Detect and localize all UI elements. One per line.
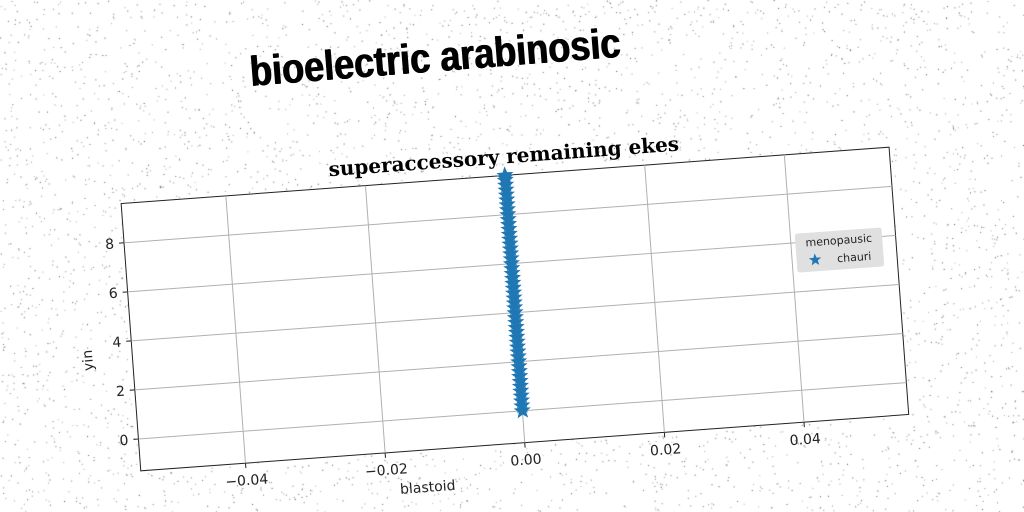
x-tick-label: 0.00 <box>510 451 542 469</box>
data-point-star <box>509 342 527 360</box>
data-points <box>496 166 531 419</box>
data-point-star <box>507 313 525 331</box>
data-point-star <box>512 387 530 404</box>
data-point-star <box>501 230 519 247</box>
y-tick-label: 0 <box>119 433 129 450</box>
x-axis-label: blastoid <box>400 478 457 498</box>
x-tick-label: −0.04 <box>225 472 269 491</box>
data-point-star <box>496 166 514 184</box>
data-point-star <box>501 239 519 257</box>
data-point-star <box>502 254 520 272</box>
data-point-star <box>497 176 515 193</box>
x-grid-line <box>364 185 386 453</box>
x-grid-line <box>225 195 246 464</box>
data-point-star <box>512 382 530 399</box>
data-point-star <box>497 186 515 203</box>
data-point-star <box>504 274 522 291</box>
data-point-star <box>505 288 523 306</box>
data-point-star <box>513 401 531 419</box>
data-point-star <box>503 264 521 282</box>
y-tick-label: 4 <box>112 335 122 352</box>
y-tick-label: 6 <box>108 286 118 303</box>
data-point-star <box>510 362 528 380</box>
data-point-star <box>506 308 524 326</box>
data-point-star <box>509 347 527 365</box>
legend-entry-label: chauri <box>837 250 872 265</box>
y-axis-label: yin <box>80 349 97 371</box>
data-point-star <box>510 357 528 375</box>
x-grid-line <box>783 154 805 423</box>
data-point-star <box>507 318 525 336</box>
data-point-star <box>501 235 519 252</box>
data-point-star <box>513 396 531 414</box>
data-point-star <box>499 210 517 228</box>
data-point-star <box>511 367 529 385</box>
data-point-star <box>505 293 523 311</box>
data-point-star <box>498 195 516 213</box>
data-point-star <box>506 303 524 321</box>
legend-title: menopausic <box>805 232 872 250</box>
data-point-star <box>502 244 520 262</box>
data-point-star <box>508 338 527 355</box>
x-axis-ticks: −0.04 −0.02 0.00 0.02 0.04 <box>225 422 822 491</box>
x-tick-label: −0.02 <box>364 461 408 480</box>
legend: menopausic chauri <box>794 227 885 273</box>
data-point-star <box>512 391 531 409</box>
data-point-star <box>503 269 522 287</box>
x-grid-line <box>644 165 665 433</box>
data-point-star <box>508 328 526 345</box>
data-point-star <box>504 279 522 296</box>
data-point-star <box>497 181 515 198</box>
data-point-star <box>511 372 529 389</box>
x-tick-label: 0.02 <box>650 441 682 459</box>
data-point-star <box>502 249 520 267</box>
y-tick-label: 8 <box>105 237 115 254</box>
data-point-star <box>499 215 518 233</box>
data-point-star <box>510 352 528 370</box>
data-point-star <box>505 284 523 301</box>
data-point-star <box>498 190 516 208</box>
legend-marker-star <box>808 253 822 266</box>
data-point-star <box>507 323 525 340</box>
data-point-star <box>503 259 521 277</box>
y-tick-label: 2 <box>115 384 125 401</box>
data-point-star <box>508 333 526 350</box>
data-point-star <box>500 220 518 237</box>
data-point-star <box>511 377 529 394</box>
y-axis-ticks: 0 2 4 6 8 <box>105 237 139 450</box>
data-point-star <box>498 200 516 218</box>
data-point-star <box>499 205 517 223</box>
data-point-star <box>506 298 524 316</box>
x-tick-label: 0.04 <box>789 431 821 449</box>
data-point-star <box>500 225 518 242</box>
